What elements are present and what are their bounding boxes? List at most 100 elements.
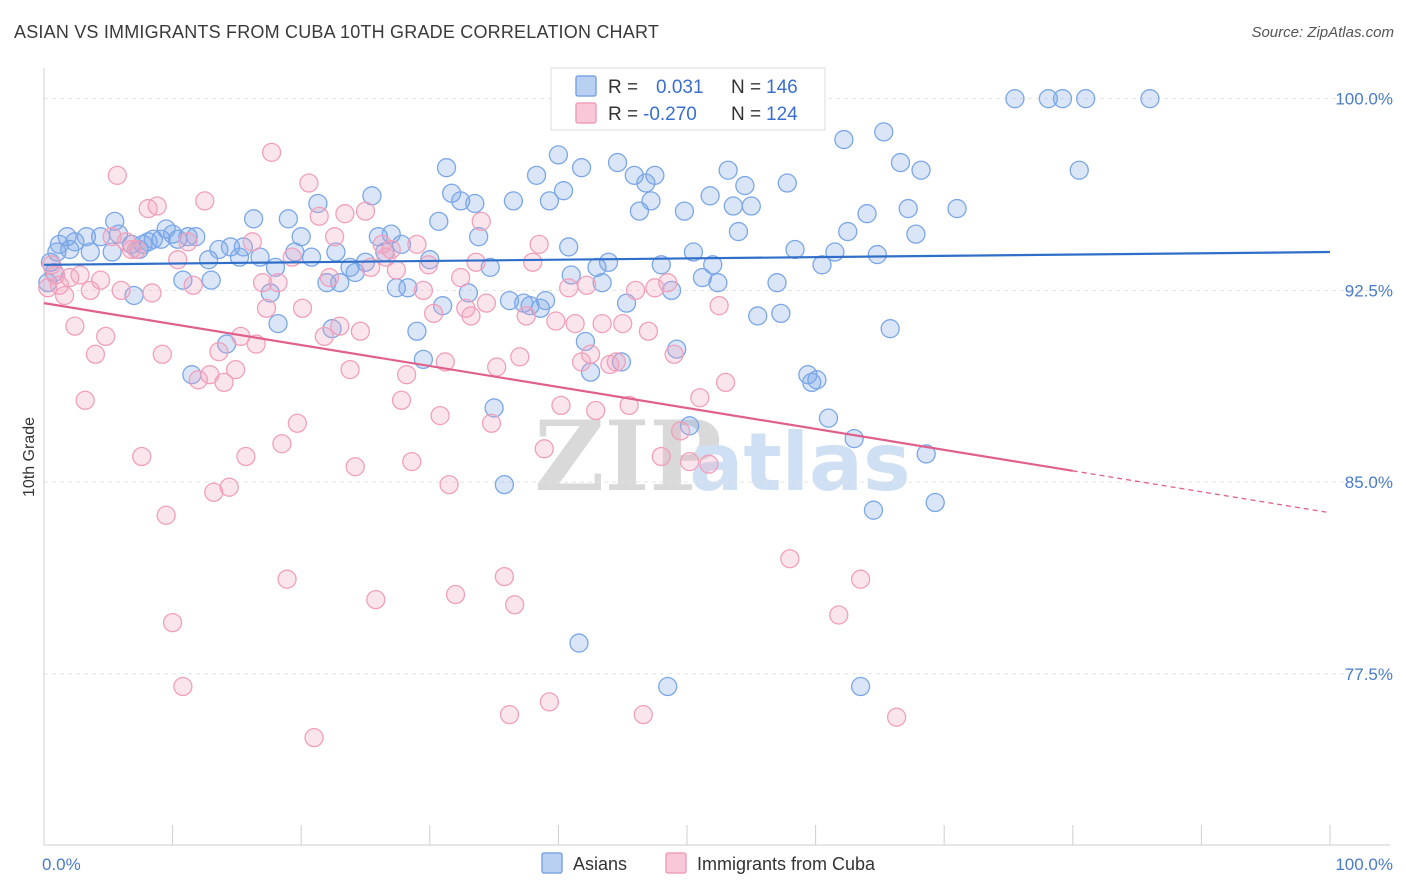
y-tick-label-0: 100.0% [1335,90,1393,109]
cuba-point-2 [45,265,66,285]
legend-r-value-1: 0.031 [656,77,704,98]
cuba-point-8 [75,390,95,410]
trend-lines [43,250,1331,514]
series-legend: Asians Immigrants from Cuba [541,852,876,874]
asians-point-70 [480,257,500,278]
asians-point-147 [1069,160,1089,180]
asians-point-107 [692,267,713,288]
bottom-legend-asians: Asians [573,854,627,874]
cuba-point-63 [360,257,381,278]
asians-point-144 [1005,89,1025,109]
asians-point-4 [49,234,70,255]
asians-point-87 [575,331,596,352]
asians-point-30 [209,239,229,260]
asians-point-133 [863,500,884,520]
asians-point-48 [330,273,350,293]
cuba-point-11 [90,270,111,290]
bottom-legend-swatch-cuba [665,852,687,874]
cuba-point-42 [252,273,273,293]
legend-r-label-2: R = [608,104,638,125]
asians-point-141 [916,444,936,464]
chart-source: Source: ZipAtlas.com [1251,24,1394,41]
cuba-point-103 [580,344,601,364]
cuba-point-71 [402,451,422,472]
asians-point-67 [458,283,479,303]
cuba-point-79 [445,584,466,605]
watermark-zip: ZIP [534,400,721,513]
asians-point-98 [641,191,661,211]
asians-point-111 [718,160,738,180]
cuba-point-95 [534,439,554,459]
asians-point-25 [178,227,198,247]
asians-point-17 [133,234,153,255]
cuba-point-80 [451,267,471,288]
legend-r-value-2: -0.270 [643,104,697,125]
cuba-point-7 [70,265,90,285]
x-tick-label-1: 100.0% [1335,855,1393,874]
watermark-atlas: atlas [689,416,910,509]
cuba-point-72 [407,234,427,255]
cuba-point-44 [261,142,282,162]
asians-point-43 [301,247,322,267]
asians-point-124 [807,370,827,390]
asians-point-138 [898,198,918,219]
asians-point-33 [229,247,250,267]
cuba-point-33 [204,482,224,502]
cuba-point-15 [111,280,131,301]
cuba-point-55 [319,267,340,288]
cuba-trend-line [43,302,1073,472]
asians-point-127 [825,242,845,262]
cuba-point-35 [214,372,234,393]
asians-point-99 [645,165,665,185]
asians-point-120 [777,173,797,193]
asians-point-132 [857,204,877,224]
asians-point-69 [469,227,489,247]
asians-point-140 [911,160,931,180]
cuba-point-51 [299,173,319,193]
cuba-point-47 [277,569,297,589]
cuba-point-94 [529,234,549,255]
cuba-point-9 [80,280,100,301]
asians-point-40 [278,209,298,229]
cuba-point-105 [592,313,612,334]
cuba-point-29 [183,275,203,295]
asians-point-137 [890,152,911,173]
cuba-point-96 [539,692,560,712]
cuba-point-85 [476,293,497,313]
asians-point-114 [735,175,755,196]
cuba-point-67 [381,239,401,260]
cuba-point-59 [340,359,360,380]
asians-point-119 [771,303,791,324]
asians-point-81 [548,145,569,165]
cuba-point-70 [397,365,417,385]
legend-n-value-2: 124 [766,104,798,125]
cuba-point-118 [679,451,700,472]
cuba-point-97 [546,311,566,331]
asians-point-11 [102,242,122,262]
cuba-point-58 [335,204,355,224]
cuba-point-87 [487,357,507,377]
asians-point-86 [571,158,592,178]
cuba-point-54 [314,326,334,347]
asians-point-46 [322,319,342,339]
asians-point-129 [838,221,858,242]
asians-point-109 [703,255,723,275]
correlation-legend: R = 0.031 N = 146 R = -0.270 N = 124 [550,67,826,131]
asians-point-134 [867,244,887,265]
asians-point-39 [268,313,288,334]
asians-point-93 [611,352,632,372]
legend-swatch-cuba [575,102,597,124]
asians-point-130 [844,428,864,449]
cuba-point-108 [613,313,633,334]
cuba-point-17 [121,239,142,260]
cuba-point-104 [586,400,606,421]
cuba-point-82 [461,306,481,326]
asians-point-116 [748,306,768,326]
asians-point-29 [201,270,221,290]
cuba-point-83 [466,252,486,272]
y-tick-label-2: 85.0% [1345,473,1393,492]
cuba-point-114 [651,446,671,467]
cuba-point-92 [516,306,536,326]
cuba-point-21 [142,283,162,303]
cuba-point-39 [236,446,256,467]
